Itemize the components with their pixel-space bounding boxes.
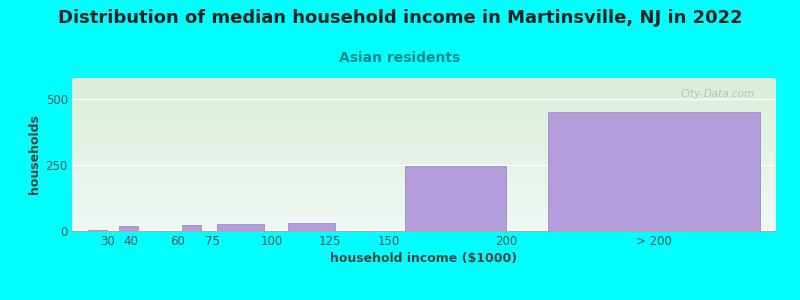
Bar (406, 166, 506, 231)
Text: City-Data.com: City-Data.com (681, 89, 755, 99)
Bar (218, 224, 265, 231)
Bar (182, 225, 201, 231)
Y-axis label: households: households (29, 115, 42, 194)
Bar (548, 112, 759, 231)
X-axis label: household income ($1000): household income ($1000) (330, 252, 518, 265)
Bar (119, 226, 138, 231)
Bar (288, 223, 335, 231)
Text: Asian residents: Asian residents (339, 51, 461, 65)
Bar (89, 230, 107, 231)
Text: Distribution of median household income in Martinsville, NJ in 2022: Distribution of median household income … (58, 9, 742, 27)
